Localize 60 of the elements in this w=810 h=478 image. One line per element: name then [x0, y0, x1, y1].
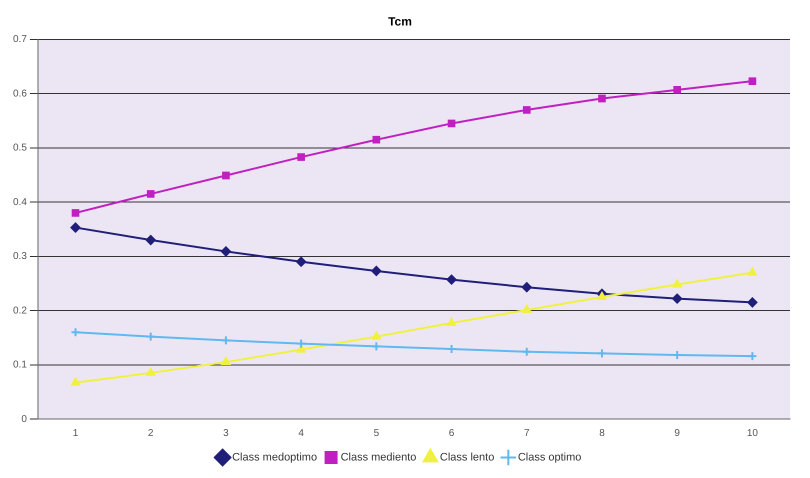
x-tick-label: 2 — [148, 428, 154, 439]
point — [522, 106, 531, 114]
point — [146, 235, 156, 246]
point — [72, 209, 80, 217]
y-tick-label: 0.7 — [12, 34, 28, 46]
point — [372, 136, 380, 144]
y-tick-label: 0.4 — [12, 196, 28, 208]
x-tick-label: 1 — [72, 428, 79, 439]
point — [71, 378, 80, 386]
point — [446, 344, 457, 354]
point — [598, 292, 606, 300]
point — [220, 246, 231, 256]
x-tick-label: 4 — [298, 428, 304, 439]
point — [448, 120, 456, 128]
x-tick-label: 9 — [674, 428, 680, 439]
point — [596, 348, 607, 358]
point — [220, 335, 231, 346]
point — [297, 153, 305, 161]
point — [672, 294, 682, 304]
point — [748, 77, 756, 85]
legend-label: Class mediento — [340, 452, 416, 464]
point — [146, 368, 156, 376]
y-tick-label: 0.3 — [12, 251, 28, 262]
x-tick-label: 8 — [599, 428, 606, 439]
point — [296, 338, 306, 349]
y-tick-label: 0.5 — [12, 142, 28, 154]
point — [522, 305, 532, 313]
legend-label: Class medoptimo — [232, 452, 318, 464]
legend-label: Class optimo — [518, 452, 582, 464]
y-tick-label: 0.6 — [12, 88, 28, 100]
point — [70, 222, 81, 233]
y-tick-label: 0 — [21, 414, 28, 425]
legend-label: Class lento — [440, 452, 494, 464]
point — [446, 274, 457, 285]
point — [598, 94, 606, 102]
point — [146, 190, 155, 198]
point — [371, 341, 382, 352]
point — [522, 282, 532, 292]
point — [221, 357, 230, 366]
y-tick-label: 0.2 — [12, 305, 28, 316]
point — [146, 332, 156, 342]
x-tick-label: 5 — [374, 428, 380, 439]
point — [522, 346, 532, 357]
point — [672, 280, 682, 288]
point — [371, 266, 382, 276]
x-tick-label: 3 — [223, 428, 230, 439]
x-tick-label: 7 — [524, 428, 530, 439]
x-tick-label: 10 — [746, 428, 758, 439]
point — [296, 344, 306, 353]
point — [222, 172, 230, 180]
point — [747, 297, 758, 308]
y-tick-label: 0.1 — [12, 360, 28, 371]
point — [447, 318, 456, 326]
point — [296, 256, 306, 267]
x-tick-label: 6 — [448, 428, 455, 439]
chart-title: Tcm — [388, 14, 412, 29]
point — [748, 268, 757, 276]
point — [672, 350, 682, 360]
point — [372, 332, 381, 340]
point — [673, 86, 682, 94]
